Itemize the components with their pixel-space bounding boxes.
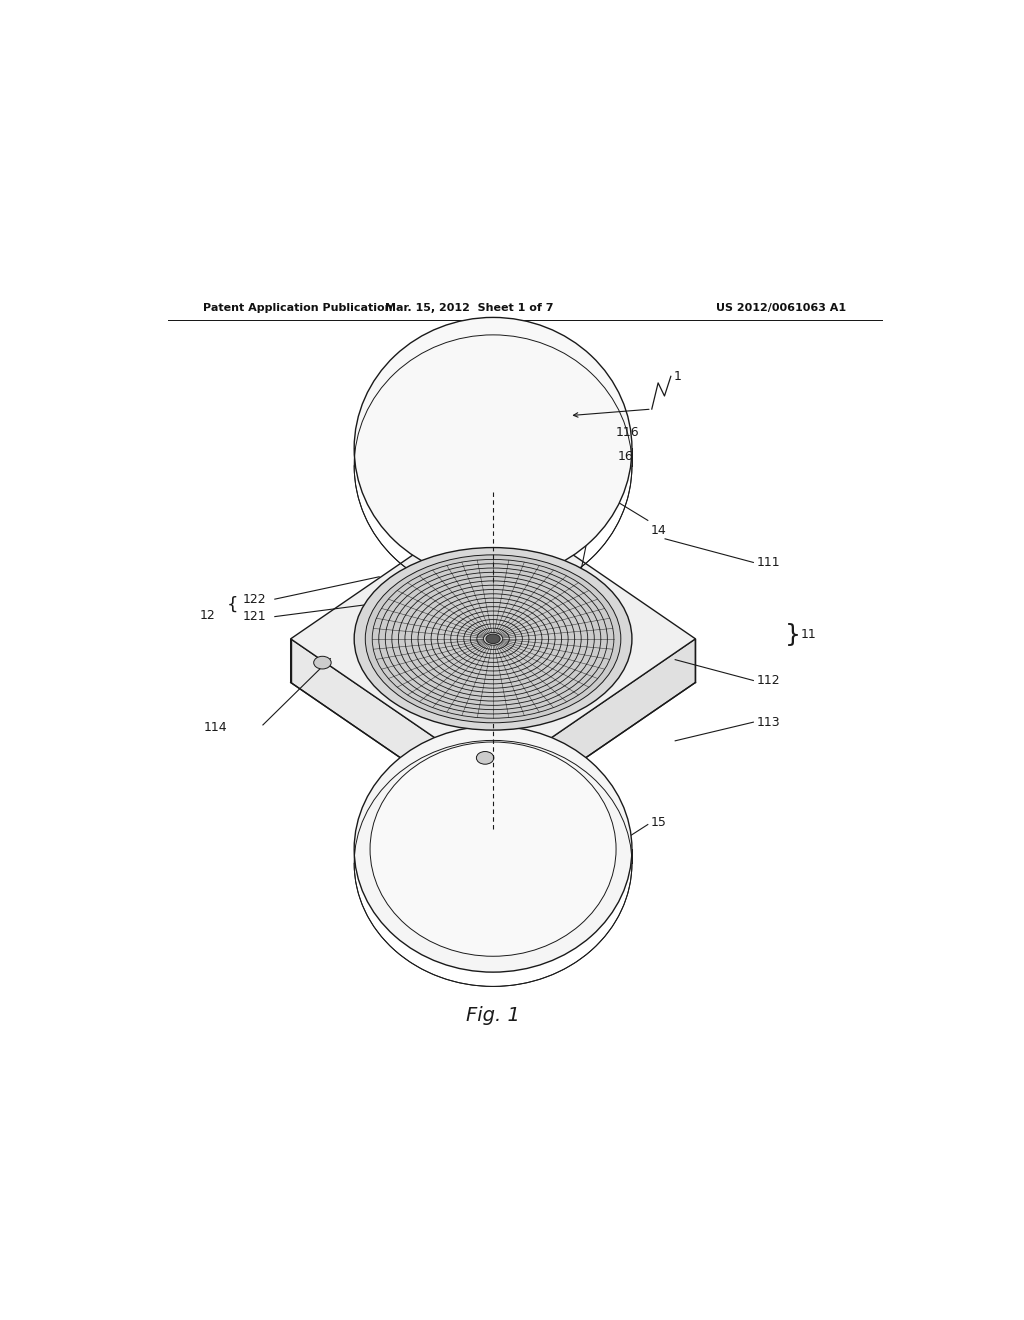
Text: 116: 116 (615, 426, 639, 440)
Polygon shape (291, 500, 695, 777)
Text: 112: 112 (757, 675, 780, 686)
Text: 14: 14 (650, 524, 666, 537)
Text: 114: 114 (204, 721, 227, 734)
Text: Fig. 1: Fig. 1 (466, 1006, 520, 1026)
Ellipse shape (366, 554, 621, 723)
Ellipse shape (354, 726, 632, 972)
Text: Patent Application Publication: Patent Application Publication (204, 304, 393, 313)
Ellipse shape (370, 742, 616, 956)
Text: 111: 111 (757, 556, 780, 569)
Ellipse shape (486, 634, 500, 644)
Text: 1: 1 (674, 370, 682, 383)
Text: 16: 16 (617, 450, 634, 463)
Text: 121: 121 (243, 610, 266, 623)
Text: 12: 12 (200, 609, 215, 622)
Text: 122: 122 (243, 593, 266, 606)
Text: 115: 115 (414, 865, 437, 878)
Text: US 2012/0061063 A1: US 2012/0061063 A1 (716, 304, 846, 313)
Text: Mar. 15, 2012  Sheet 1 of 7: Mar. 15, 2012 Sheet 1 of 7 (385, 304, 554, 313)
Ellipse shape (313, 656, 331, 669)
Text: {: { (227, 595, 239, 614)
Ellipse shape (476, 751, 494, 764)
Text: 11: 11 (801, 628, 817, 642)
Polygon shape (494, 639, 695, 821)
Polygon shape (291, 639, 494, 821)
Text: 113: 113 (757, 715, 780, 729)
Text: }: } (785, 623, 801, 647)
Text: 15: 15 (650, 816, 666, 829)
Ellipse shape (354, 317, 632, 579)
Ellipse shape (354, 548, 632, 730)
